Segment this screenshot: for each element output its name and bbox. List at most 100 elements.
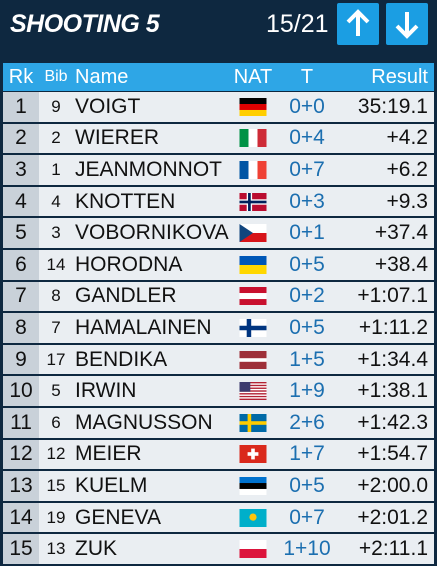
- athlete-name: MAGNUSSON: [73, 407, 231, 438]
- result-time: +1:11.2: [339, 313, 434, 343]
- bib: 1: [39, 155, 73, 185]
- result-row: 13 15 KUELM 0+5 +2:00.0: [3, 471, 434, 501]
- bib: 13: [39, 534, 73, 564]
- bib: 9: [39, 92, 73, 122]
- rank: 7: [3, 281, 39, 312]
- nation: [231, 376, 275, 406]
- shooting-misses: 0+0: [275, 92, 339, 122]
- column-label: Bib: [44, 68, 68, 85]
- result-time: +2:01.2: [339, 502, 434, 533]
- nation: [231, 407, 275, 438]
- shooting-misses: 1+5: [275, 344, 339, 375]
- result-time: +1:42.3: [339, 407, 434, 438]
- athlete-name: GANDLER: [73, 281, 231, 312]
- rank: 14: [3, 502, 39, 533]
- rank: 10: [3, 376, 39, 406]
- result-time: +37.4: [339, 218, 434, 248]
- column-label: Name: [75, 65, 129, 88]
- flag: [239, 98, 267, 116]
- bib: 4: [39, 186, 73, 217]
- flag: [239, 445, 267, 463]
- athlete-name: JEANMONNOT: [73, 155, 231, 185]
- result-time: 35:19.1: [339, 92, 434, 122]
- column-header: Rk Bib Name NAT T Result: [3, 63, 434, 91]
- athlete-name: VOIGT: [73, 92, 231, 122]
- result-time: +1:38.1: [339, 376, 434, 406]
- flag: [239, 382, 267, 400]
- rank: 1: [3, 92, 39, 122]
- flag: [239, 224, 267, 242]
- shooting-misses: 0+1: [275, 218, 339, 248]
- flag: [239, 161, 267, 179]
- down-arrow: [395, 12, 419, 39]
- nation: [231, 155, 275, 185]
- bib: 5: [39, 376, 73, 406]
- rank: 15: [3, 534, 39, 564]
- column-label: NAT: [233, 65, 273, 88]
- result-time: +6.2: [339, 155, 434, 185]
- result-time: +1:54.7: [339, 439, 434, 470]
- result-row: 11 6 MAGNUSSON 2+6 +1:42.3: [3, 407, 434, 438]
- rank: 5: [3, 218, 39, 248]
- shooting-misses: 0+3: [275, 186, 339, 217]
- flag: [239, 477, 267, 495]
- result-row: 5 3 VOBORNIKOVA 0+1 +37.4: [3, 218, 434, 248]
- down-button[interactable]: [386, 3, 428, 45]
- up-arrow: [346, 9, 370, 36]
- result-time: +38.4: [339, 249, 434, 280]
- results-table: 1 9 VOIGT 0+0 35:19.1 2 2 WIERER 0+4 +4.2 3 1 JEANMO…: [3, 92, 434, 566]
- rank: 13: [3, 471, 39, 501]
- shooting-misses: 0+7: [275, 502, 339, 533]
- flag: [239, 540, 267, 558]
- bib: 15: [39, 471, 73, 501]
- result-time: +1:07.1: [339, 281, 434, 312]
- column-label: Rk: [8, 65, 34, 88]
- nation: [231, 249, 275, 280]
- nation: [231, 186, 275, 217]
- flag: [239, 193, 267, 211]
- flag: [239, 287, 267, 305]
- nation: [231, 502, 275, 533]
- rank: 9: [3, 344, 39, 375]
- result-row: 1 9 VOIGT 0+0 35:19.1: [3, 92, 434, 122]
- up-button[interactable]: [337, 3, 379, 45]
- rank: 2: [3, 123, 39, 154]
- result-time: +2:11.1: [339, 534, 434, 564]
- column-label: Result: [371, 65, 428, 88]
- result-time: +4.2: [339, 123, 434, 154]
- flag: [239, 129, 267, 147]
- result-row: 6 14 HORODNA 0+5 +38.4: [3, 249, 434, 280]
- shooting-misses: 0+4: [275, 123, 339, 154]
- result-row: 15 13 ZUK 1+10 +2:11.1: [3, 534, 434, 564]
- result-row: 3 1 JEANMONNOT 0+7 +6.2: [3, 155, 434, 185]
- nation: [231, 313, 275, 343]
- bib: 7: [39, 313, 73, 343]
- shooting-misses: 0+5: [275, 471, 339, 501]
- rank: 3: [3, 155, 39, 185]
- athlete-name: KNOTTEN: [73, 186, 231, 217]
- bib: 3: [39, 218, 73, 248]
- result-row: 4 4 KNOTTEN 0+3 +9.3: [3, 186, 434, 217]
- bib: 19: [39, 502, 73, 533]
- athlete-name: WIERER: [73, 123, 231, 154]
- nation: [231, 471, 275, 501]
- result-row: 2 2 WIERER 0+4 +4.2: [3, 123, 434, 154]
- shooting-misses: 0+5: [275, 249, 339, 280]
- result-time: +1:34.4: [339, 344, 434, 375]
- progress: 15/21: [266, 10, 329, 38]
- bib: 17: [39, 344, 73, 375]
- result-time: +9.3: [339, 186, 434, 217]
- flag: [239, 414, 267, 432]
- nation: [231, 344, 275, 375]
- rank: 8: [3, 313, 39, 343]
- shooting-misses: 1+7: [275, 439, 339, 470]
- shooting-misses: 0+2: [275, 281, 339, 312]
- shooting-misses: 1+9: [275, 376, 339, 406]
- athlete-name: MEIER: [73, 439, 231, 470]
- nation: [231, 439, 275, 470]
- athlete-name: ZUK: [73, 534, 231, 564]
- athlete-name: IRWIN: [73, 376, 231, 406]
- bib: 12: [39, 439, 73, 470]
- flag: [239, 509, 267, 527]
